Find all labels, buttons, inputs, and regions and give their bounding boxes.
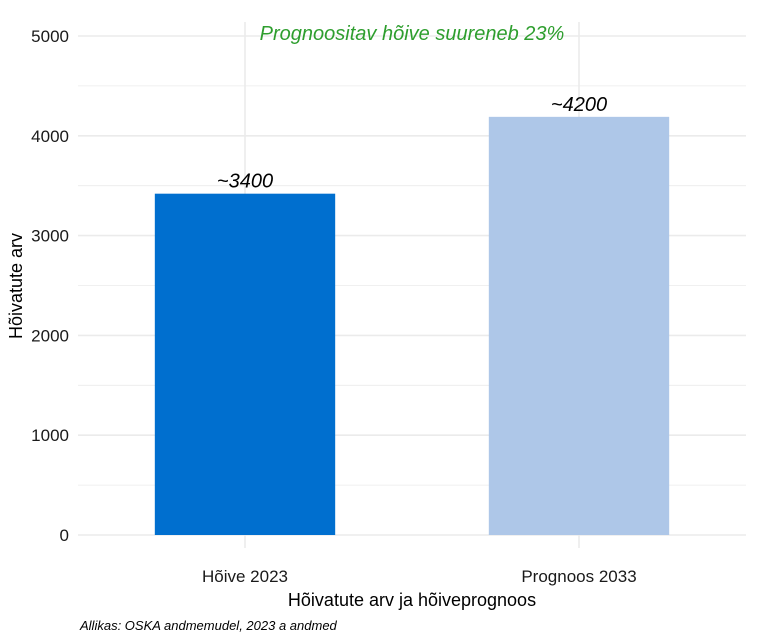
bar <box>154 193 336 535</box>
source-caption: Allikas: OSKA andmemudel, 2023 a andmed <box>79 618 338 633</box>
bar-data-labels: ~3400 ~4200 <box>217 94 607 193</box>
bar-data-label: ~4200 <box>551 94 607 116</box>
y-tick-label: 1000 <box>31 426 69 445</box>
x-axis-ticks: Hõive 2023 Prognoos 2033 <box>202 567 637 586</box>
x-axis-title: Hõivatute arv ja hõiveprognoos <box>288 590 536 610</box>
y-tick-label: 4000 <box>31 127 69 146</box>
y-tick-label: 0 <box>60 526 69 545</box>
x-tick-label: Prognoos 2033 <box>521 567 636 586</box>
y-axis-title: Hõivatute arv <box>6 233 26 339</box>
y-axis-ticks: 0 1000 2000 3000 4000 5000 <box>31 27 69 545</box>
y-tick-label: 2000 <box>31 326 69 345</box>
y-tick-label: 5000 <box>31 27 69 46</box>
chart-annotation: Prognoositav hõive suureneb 23% <box>260 23 565 45</box>
y-tick-label: 3000 <box>31 227 69 246</box>
bar-data-label: ~3400 <box>217 171 273 193</box>
bars <box>154 116 670 535</box>
x-tick-label: Hõive 2023 <box>202 567 288 586</box>
bar <box>488 116 670 535</box>
